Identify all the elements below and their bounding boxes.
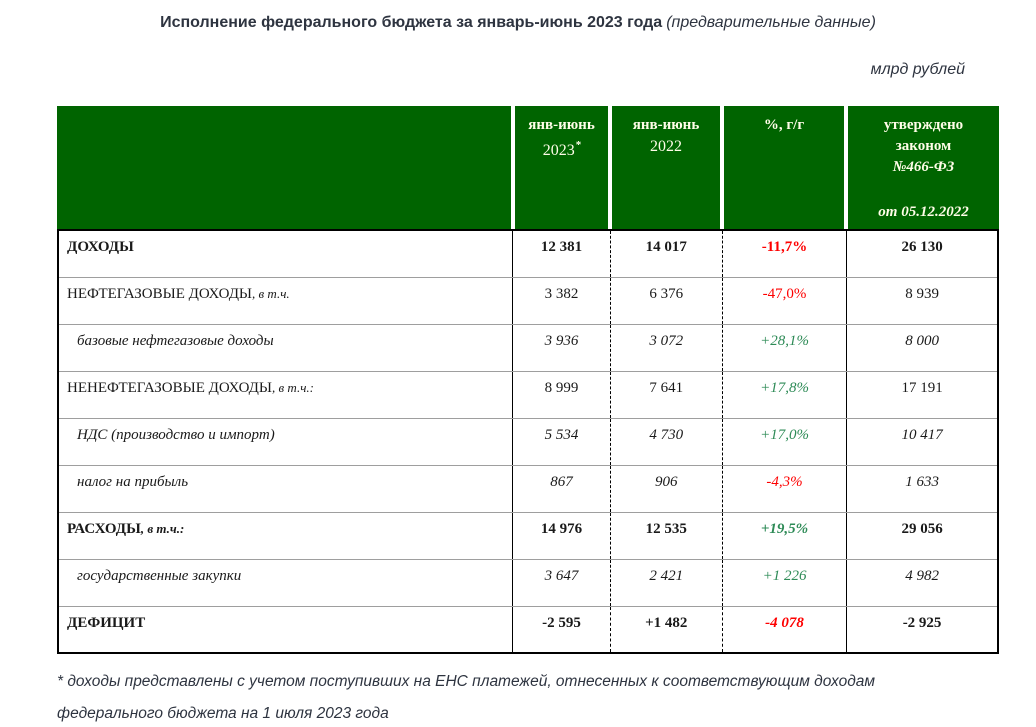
table-row-profit-tax: налог на прибыль 867 906 -4,3% 1 633 [58, 465, 998, 513]
header-cell-indicator [57, 106, 515, 229]
header-yoy-label: %, г/г [763, 117, 805, 133]
value-2023: 14 976 [512, 512, 611, 560]
header-law-date: от 05.12.2022 [878, 204, 969, 220]
value-2022: 6 376 [610, 277, 723, 325]
header-law-line2: законом [895, 138, 952, 154]
table-header-row: янв-июнь 2023* янв-июнь 2022 %, г/г утве… [57, 106, 999, 229]
value-2023: 3 382 [512, 277, 611, 325]
row-label: ДЕФИЦИТ [67, 614, 146, 631]
value-yoy: +17,8% [722, 371, 848, 419]
footnote-line-1: * доходы представлены с учетом поступивш… [57, 673, 876, 690]
budget-table: янв-июнь 2023* янв-июнь 2022 %, г/г утве… [57, 106, 999, 654]
header-law-number: №466-ФЗ [892, 159, 955, 175]
value-2022: +1 482 [610, 606, 723, 653]
row-label-suffix: , в т.ч. [252, 285, 290, 301]
header-cell-2022: янв-июнь 2022 [612, 106, 724, 229]
value-2022: 3 072 [610, 324, 723, 372]
row-label: государственные закупки [77, 567, 242, 584]
value-yoy: +19,5% [722, 512, 848, 560]
value-2023: 8 999 [512, 371, 611, 419]
value-2022: 7 641 [610, 371, 723, 419]
value-law: 8 000 [846, 324, 998, 372]
row-label: НЕФТЕГАЗОВЫЕ ДОХОДЫ [67, 285, 253, 302]
row-label: НЕНЕФТЕГАЗОВЫЕ ДОХОДЫ [67, 379, 272, 396]
page-title: Исполнение федерального бюджета за январ… [0, 0, 1036, 33]
row-label-suffix: , в т.ч.: [272, 379, 314, 395]
header-cell-law: утверждено законом №466-ФЗ от 05.12.2022 [848, 106, 999, 229]
table-row-deficit: ДЕФИЦИТ -2 595 +1 482 -4 078 -2 925 [58, 606, 998, 653]
page-title-main: Исполнение федерального бюджета за январ… [160, 14, 663, 31]
header-cell-yoy: %, г/г [724, 106, 848, 229]
row-label: РАСХОДЫ [67, 520, 141, 537]
header-cell-2023: янв-июнь 2023* [515, 106, 612, 229]
row-label-suffix: , в т.ч.: [140, 520, 185, 536]
value-yoy: -4 078 [722, 606, 848, 653]
row-label: НДС (производство и импорт) [77, 426, 275, 443]
table-body: ДОХОДЫ 12 381 14 017 -11,7% 26 130 НЕФТЕ… [57, 229, 999, 654]
value-law: 1 633 [846, 465, 998, 513]
value-2022: 906 [610, 465, 723, 513]
value-2023: 3 647 [512, 559, 611, 607]
table-row-state-procurement: государственные закупки 3 647 2 421 +1 2… [58, 559, 998, 607]
value-yoy: -4,3% [722, 465, 848, 513]
header-2023-year: 2023 [542, 142, 575, 159]
row-label: налог на прибыль [77, 473, 189, 490]
value-yoy: -11,7% [722, 230, 848, 278]
value-yoy: +28,1% [722, 324, 848, 372]
value-law: 17 191 [846, 371, 998, 419]
value-2022: 4 730 [610, 418, 723, 466]
footnote: * доходы представлены с учетом поступивш… [57, 666, 1036, 727]
value-law: 29 056 [846, 512, 998, 560]
value-2023: 5 534 [512, 418, 611, 466]
row-label: ДОХОДЫ [67, 239, 134, 255]
header-2022-year: 2022 [650, 138, 682, 155]
value-2023: 12 381 [512, 230, 611, 278]
value-law: 10 417 [846, 418, 998, 466]
value-2023: 3 936 [512, 324, 611, 372]
footnote-line-2: федерального бюджета на 1 июля 2023 года [57, 705, 389, 722]
value-yoy: -47,0% [722, 277, 848, 325]
value-law: 8 939 [846, 277, 998, 325]
value-2022: 2 421 [610, 559, 723, 607]
value-law: 4 982 [846, 559, 998, 607]
value-2022: 14 017 [610, 230, 723, 278]
units-label: млрд рублей [870, 61, 965, 78]
table-row-expenditures: РАСХОДЫ, в т.ч.: 14 976 12 535 +19,5% 29… [58, 512, 998, 560]
table-row-non-oil-gas-revenues: НЕНЕФТЕГАЗОВЫЕ ДОХОДЫ, в т.ч.: 8 999 7 6… [58, 371, 998, 419]
value-2023: -2 595 [512, 606, 611, 653]
table-row-vat: НДС (производство и импорт) 5 534 4 730 … [58, 418, 998, 466]
value-law: -2 925 [902, 614, 942, 631]
value-yoy: +1 226 [722, 559, 848, 607]
page-title-note: (предварительные данные) [666, 14, 876, 31]
table-row-base-oil-gas: базовые нефтегазовые доходы 3 936 3 072 … [58, 324, 998, 372]
footnote-asterisk: * [575, 139, 582, 151]
table-row-oil-gas-revenues: НЕФТЕГАЗОВЫЕ ДОХОДЫ, в т.ч. 3 382 6 376 … [58, 277, 998, 325]
value-law: 26 130 [846, 230, 998, 278]
row-label: базовые нефтегазовые доходы [77, 332, 274, 349]
value-2022: 12 535 [610, 512, 723, 560]
header-law-line1: утверждено [883, 117, 964, 133]
table-row-revenues: ДОХОДЫ 12 381 14 017 -11,7% 26 130 [58, 230, 998, 278]
header-2023-period: янв-июнь [528, 117, 595, 133]
header-2022-period: янв-июнь [632, 117, 700, 133]
value-2023: 867 [512, 465, 611, 513]
value-yoy: +17,0% [722, 418, 848, 466]
